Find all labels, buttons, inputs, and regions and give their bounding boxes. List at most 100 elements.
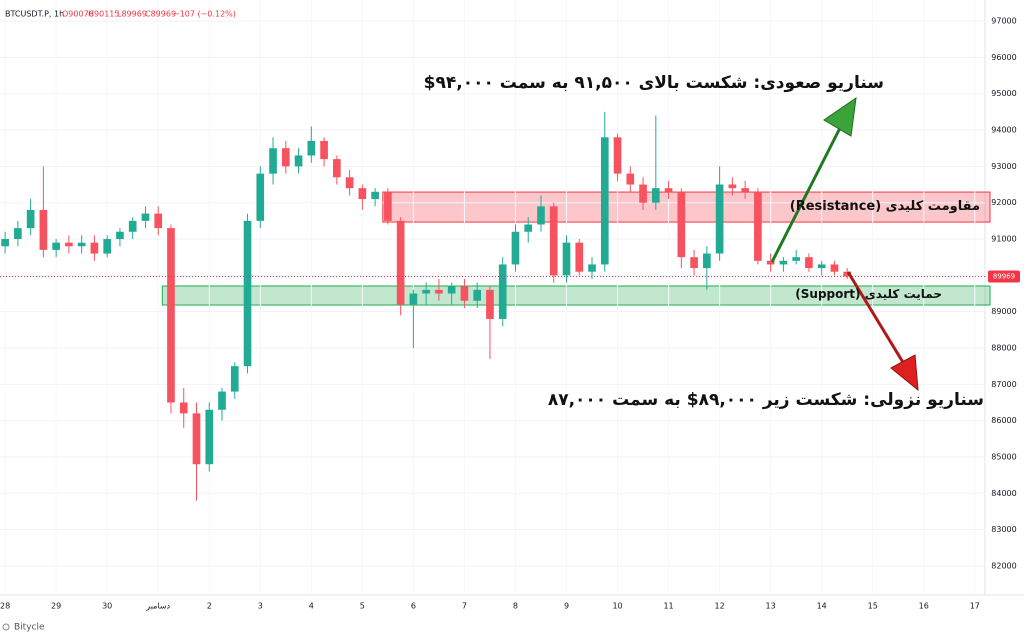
x-tick-label: 9 — [564, 602, 569, 611]
y-tick-label: 83000 — [991, 525, 1016, 534]
zones — [161, 191, 991, 306]
bull-arrow-shaft — [770, 127, 842, 263]
candle-body — [128, 220, 137, 232]
candle-body — [498, 264, 507, 319]
zone — [161, 285, 991, 306]
candle-body — [600, 137, 609, 265]
x-tick-label: 16 — [919, 602, 929, 611]
candle-body — [524, 224, 533, 232]
last-price-box — [988, 270, 1020, 283]
symbol: BTCUSDT.P, 1h — [5, 10, 64, 19]
candle-body — [320, 140, 328, 160]
x-tick-label: 29 — [51, 602, 61, 611]
x-tick-label: 5 — [360, 602, 365, 611]
y-tick-label: 89000 — [991, 307, 1016, 316]
candle-body — [626, 173, 635, 185]
candle-body — [333, 159, 341, 178]
candle-body — [728, 184, 737, 189]
ohlc-open: O90076 — [62, 10, 94, 19]
candle-body — [65, 242, 73, 247]
y-tick-label: 85000 — [991, 452, 1016, 461]
candle-body — [77, 242, 86, 247]
candle-body — [690, 257, 698, 269]
ohlc-close: C89969 — [145, 10, 176, 19]
candle-body — [817, 264, 826, 269]
candle-body — [294, 155, 303, 167]
y-tick-label: 86000 — [991, 416, 1016, 425]
candle-body — [473, 289, 482, 301]
candle-body — [460, 286, 469, 301]
candle-body — [167, 228, 175, 403]
ohlc-high: H90115 — [88, 10, 119, 19]
candle-body — [154, 213, 163, 229]
candle-body — [281, 148, 290, 167]
x-tick-label: 11 — [663, 602, 673, 611]
x-tick-label: 15 — [868, 602, 878, 611]
candle-body — [52, 242, 60, 250]
y-tick-label: 96000 — [991, 53, 1016, 62]
bull-arrow-head — [823, 96, 857, 137]
candle-body — [562, 242, 571, 276]
footer-brand: Bitycle — [14, 623, 45, 633]
candle-body — [192, 413, 201, 465]
candle-body — [549, 206, 558, 276]
y-tick-label: 84000 — [991, 489, 1016, 498]
candle-body — [116, 231, 124, 240]
candle-body — [843, 271, 852, 277]
candle-body — [830, 264, 839, 272]
y-tick-label: 88000 — [991, 343, 1016, 352]
x-tick-label: 28 — [0, 602, 10, 611]
candle-body — [447, 286, 456, 294]
candle-body — [256, 173, 265, 221]
candle-body — [779, 260, 788, 265]
x-tick-label: 8 — [513, 602, 518, 611]
brand-icon — [2, 623, 10, 631]
x-tick-label: 10 — [612, 602, 622, 611]
candle-body — [179, 402, 188, 414]
grid — [0, 20, 985, 567]
bullish-annotation: سناریو صعودی: شکست بالای ۹۱,۵۰۰ به سمت ۹… — [423, 73, 884, 93]
candle-body — [677, 191, 686, 258]
y-tick-label: 93000 — [991, 162, 1016, 171]
x-tick-label: دسامبر — [145, 602, 170, 611]
candle-body — [511, 231, 520, 265]
x-tick-label: 4 — [309, 602, 314, 611]
candle-body — [588, 264, 596, 272]
candle-body — [218, 391, 226, 410]
resistance-label: مقاومت کلیدی (Resistance) — [789, 199, 980, 214]
last-price-label: 89969 — [993, 272, 1015, 280]
ohlc-low: L89969 — [117, 10, 147, 19]
candle-body — [754, 191, 762, 261]
y-tick-label: 87000 — [991, 380, 1016, 389]
y-tick-label: 82000 — [991, 561, 1016, 570]
bear-arrow-head — [890, 354, 919, 392]
ohlc-change: −107 (−0.12%) — [173, 10, 236, 19]
candle-body — [90, 242, 99, 254]
candle-body — [703, 253, 711, 269]
candles — [1, 111, 852, 501]
candle-body — [651, 188, 660, 203]
candle-body — [613, 137, 622, 174]
candle-body — [384, 191, 392, 221]
candle-body — [805, 257, 813, 269]
candle-body — [345, 177, 354, 189]
candle-body — [103, 239, 112, 254]
candle-body — [741, 188, 749, 192]
candle-body — [14, 228, 22, 240]
candle-body — [486, 289, 494, 319]
x-tick-label: 12 — [715, 602, 725, 611]
candle-body — [26, 209, 35, 229]
x-tick-label: 30 — [102, 602, 112, 611]
candle-body — [205, 409, 214, 465]
bearish-annotation: سناریو نزولی: شکست زیر ۸۹,۰۰۰$ به سمت ۸۷… — [547, 390, 984, 410]
candle-body — [243, 220, 252, 367]
x-tick-label: 17 — [970, 602, 980, 611]
candle-body — [230, 366, 239, 392]
bear-arrow-shaft — [846, 271, 906, 365]
candle-body — [792, 257, 800, 261]
candle-body — [766, 260, 775, 265]
x-tick-label: 2 — [207, 602, 212, 611]
support-label: حمایت کلیدی (Support) — [795, 287, 942, 301]
